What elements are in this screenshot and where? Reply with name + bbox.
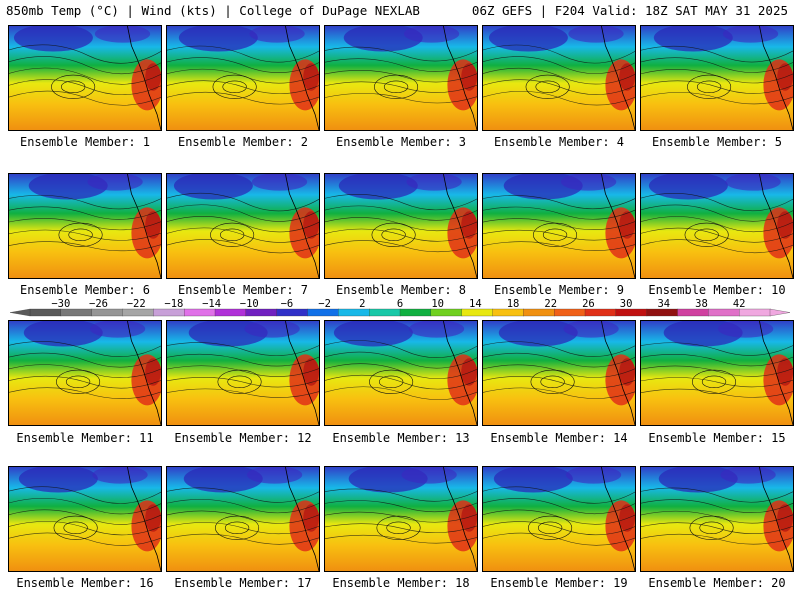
member-caption-16: Ensemble Member: 16 (16, 576, 154, 590)
colorbar-tick-label: 42 (733, 298, 746, 310)
colorbar-segment (91, 308, 124, 317)
colorbar-segment (677, 308, 709, 317)
temperature-colorbar: −30 −26 −22 −18 −14 −10 −6 −2 2 6 10 14 18 22 26 30 34 38… (9, 298, 791, 317)
member-caption-12: Ensemble Member: 12 (174, 431, 312, 445)
member-caption-13: Ensemble Member: 13 (332, 431, 470, 445)
colorbar-segment (369, 308, 401, 317)
colorbar-segment (338, 308, 370, 317)
member-map-19 (482, 466, 636, 572)
member-map-4 (482, 25, 636, 131)
member-caption-4: Ensemble Member: 4 (493, 135, 625, 149)
colorbar-tick-label: −14 (202, 298, 221, 310)
member-caption-15: Ensemble Member: 15 (648, 431, 786, 445)
colorbar-tick-label: 26 (582, 298, 595, 310)
member-caption-8: Ensemble Member: 8 (335, 283, 467, 297)
colorbar-segment (584, 308, 617, 317)
member-map-20 (640, 466, 794, 572)
colorbar-segment (430, 308, 463, 317)
colorbar-segment (708, 308, 740, 317)
member-caption-10: Ensemble Member: 10 (648, 283, 786, 297)
colorbar-tick-label: −2 (318, 298, 331, 310)
colorbar-segment (646, 308, 679, 317)
member-caption-9: Ensemble Member: 9 (493, 283, 625, 297)
member-caption-2: Ensemble Member: 2 (177, 135, 309, 149)
colorbar-segment (153, 308, 185, 317)
colorbar-segment (122, 308, 154, 317)
colorbar-tick-label: −22 (127, 298, 146, 310)
member-map-14 (482, 320, 636, 426)
member-caption-19: Ensemble Member: 19 (490, 576, 628, 590)
header-right-title: 06Z GEFS | F204 Valid: 18Z SAT MAY 31 20… (471, 3, 788, 18)
colorbar-segment (60, 308, 93, 317)
member-caption-18: Ensemble Member: 18 (332, 576, 470, 590)
colorbar-tick-label: −10 (240, 298, 259, 310)
member-map-7 (166, 173, 320, 279)
colorbar-left-arrow (9, 308, 31, 317)
colorbar-tick-label: 22 (544, 298, 557, 310)
colorbar-segment (184, 308, 216, 317)
member-map-18 (324, 466, 478, 572)
member-caption-11: Ensemble Member: 11 (16, 431, 154, 445)
member-map-10 (640, 173, 794, 279)
colorbar-tick-label: 2 (359, 298, 365, 310)
member-caption-6: Ensemble Member: 6 (19, 283, 151, 297)
colorbar-tick-label: 10 (431, 298, 444, 310)
colorbar-segment (214, 308, 247, 317)
member-caption-5: Ensemble Member: 5 (651, 135, 783, 149)
colorbar-tick-label: −26 (89, 298, 108, 310)
member-map-1 (8, 25, 162, 131)
colorbar-tick-label: 14 (469, 298, 482, 310)
member-map-5 (640, 25, 794, 131)
member-map-13 (324, 320, 478, 426)
member-map-16 (8, 466, 162, 572)
member-caption-3: Ensemble Member: 3 (335, 135, 467, 149)
colorbar-segment (461, 308, 494, 317)
member-caption-14: Ensemble Member: 14 (490, 431, 628, 445)
colorbar-tick-label: −18 (164, 298, 183, 310)
member-map-3 (324, 25, 478, 131)
member-caption-20: Ensemble Member: 20 (648, 576, 786, 590)
member-caption-1: Ensemble Member: 1 (19, 135, 151, 149)
member-caption-17: Ensemble Member: 17 (174, 576, 312, 590)
colorbar-right-arrow (769, 308, 791, 317)
colorbar-segment (276, 308, 309, 317)
colorbar-tick-label: 30 (620, 298, 633, 310)
member-map-11 (8, 320, 162, 426)
member-map-8 (324, 173, 478, 279)
header: 850mb Temp (°C) | Wind (kts) | College o… (0, 0, 800, 22)
colorbar-segment (29, 308, 62, 317)
colorbar-tick-label: 38 (695, 298, 708, 310)
colorbar-tick-label: −6 (281, 298, 294, 310)
member-map-9 (482, 173, 636, 279)
colorbar-segment (615, 308, 648, 317)
colorbar-tick-label: 34 (657, 298, 670, 310)
colorbar-segment (554, 308, 586, 317)
colorbar-segment (307, 308, 339, 317)
member-map-17 (166, 466, 320, 572)
header-left-title: 850mb Temp (°C) | Wind (kts) | College o… (6, 3, 420, 18)
member-caption-7: Ensemble Member: 7 (177, 283, 309, 297)
member-map-12 (166, 320, 320, 426)
colorbar-segment (399, 308, 432, 317)
colorbar-segment (739, 308, 771, 317)
member-map-6 (8, 173, 162, 279)
colorbar-tick-label: −30 (51, 298, 70, 310)
colorbar-segment (492, 308, 524, 317)
member-map-2 (166, 25, 320, 131)
colorbar-tick-label: 6 (397, 298, 403, 310)
member-map-15 (640, 320, 794, 426)
colorbar-segment (245, 308, 278, 317)
colorbar-tick-label: 18 (507, 298, 520, 310)
colorbar-segment (523, 308, 555, 317)
